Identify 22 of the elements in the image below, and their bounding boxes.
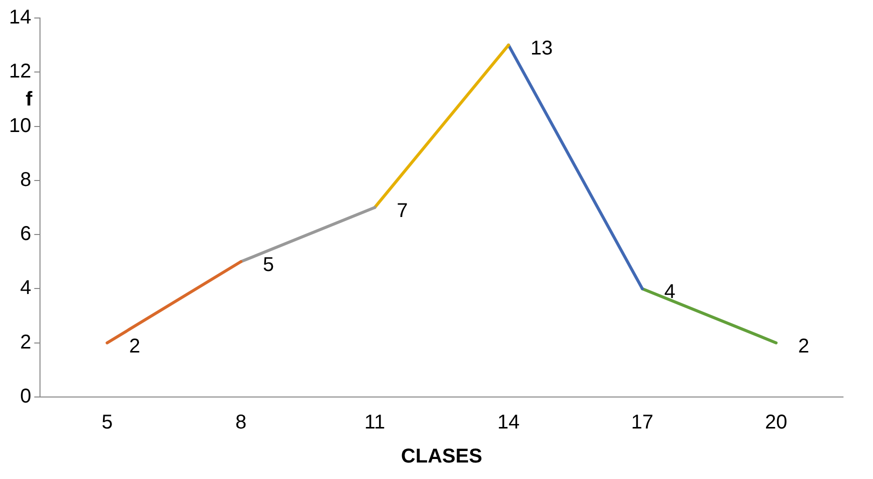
x-tick-label: 8 xyxy=(235,412,246,434)
y-tick-label: 12 xyxy=(8,60,32,83)
y-axis-title: f xyxy=(26,88,33,111)
data-label: 2 xyxy=(129,335,140,358)
y-tick-label: 14 xyxy=(8,6,32,29)
y-tick-label: 10 xyxy=(8,114,32,137)
y-tick-label: 2 xyxy=(20,331,32,354)
data-label: 7 xyxy=(396,200,408,222)
data-label: 5 xyxy=(262,254,274,276)
x-tick-label: 20 xyxy=(764,412,788,434)
y-tick-label: 0 xyxy=(20,386,32,408)
data-label: 13 xyxy=(530,38,553,60)
data-label: 2 xyxy=(798,335,810,358)
data-label: 4 xyxy=(664,281,676,304)
y-tick-label: 6 xyxy=(20,223,32,246)
x-tick-label: 17 xyxy=(631,412,654,434)
x-axis-title: CLASES xyxy=(401,446,482,468)
y-tick-label: 4 xyxy=(20,277,32,300)
y-tick-label: 8 xyxy=(20,168,32,191)
x-tick-label: 5 xyxy=(102,412,113,434)
x-tick-label: 11 xyxy=(364,412,386,434)
x-tick-label: 14 xyxy=(497,412,520,434)
